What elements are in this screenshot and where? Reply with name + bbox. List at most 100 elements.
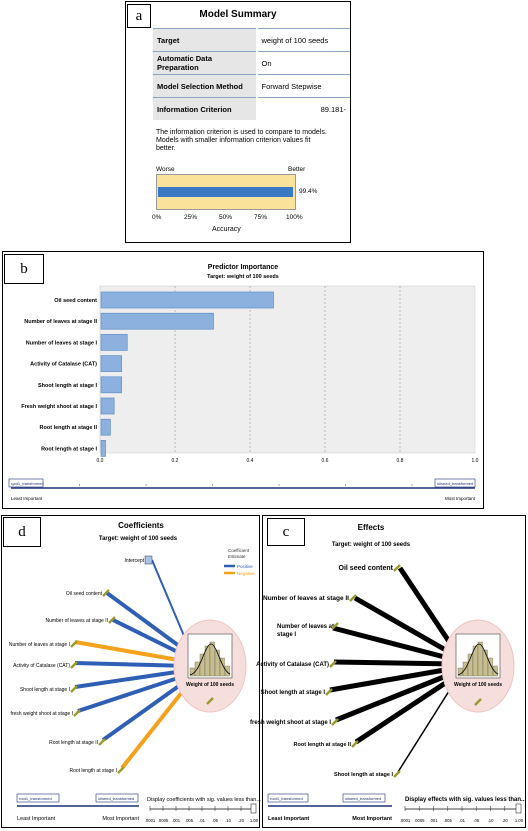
sig-tick-label: .001 [429,818,438,823]
histogram-bar [487,657,493,677]
slider-left-box: root1_transformed [11,481,44,486]
accuracy-axis-label: Accuracy [212,226,241,233]
sig-tick-label: .05 [473,818,479,823]
effect-link[interactable] [329,665,457,693]
edit-icon[interactable] [351,740,359,748]
sig-tick-label: .01 [199,818,205,823]
row-key: Automatic Data Preparation [153,51,258,75]
histogram-bar [199,653,205,677]
edit-icon[interactable] [108,616,116,624]
row-key: Target [153,28,258,52]
effect-link[interactable] [397,566,459,654]
legend-title-1: Coefficient [228,548,250,553]
importance-slider[interactable]: root1_transformed oilseed_transformed Le… [8,478,476,501]
slider-left-label: Least Important [268,816,309,822]
edit-icon[interactable] [393,564,401,572]
sig-tick-label: .0005 [414,818,425,823]
edit-icon[interactable] [474,698,482,706]
x-tick-label: 0.8 [397,458,404,464]
predictor-label: Shoot length at stage I [20,687,70,693]
edit-icon[interactable] [393,770,401,778]
category-label: Activity of Catalase (CAT) [30,362,97,368]
edit-icon[interactable] [73,709,81,717]
edit-icon[interactable] [70,685,78,693]
edit-icon[interactable] [329,660,337,668]
coefficient-link[interactable] [77,672,191,713]
row-value: 89.181- [256,97,350,120]
panel-label-a: a [127,4,151,28]
effect-link[interactable] [354,673,458,745]
coefficient-link[interactable] [74,668,191,689]
sig-tick-label: .20 [502,818,508,823]
model-summary-note: The information criterion is used to com… [156,129,327,152]
chart-subtitle: Target: weight of 100 seeds [99,536,178,542]
edit-icon[interactable] [331,622,339,630]
sig-slider-handle[interactable] [515,803,522,814]
predictor-label: Root length at stage II [49,740,98,746]
coefficient-link[interactable] [74,640,191,664]
edit-icon[interactable] [70,661,78,669]
edit-icon[interactable] [98,738,106,746]
accuracy-tick: 75% [254,214,268,221]
legend-label: Positive [237,564,253,569]
accuracy-tick: 0% [152,214,162,221]
histogram-bar [224,665,230,677]
category-label: Fresh weight shoot at stage I [21,404,97,410]
edit-icon[interactable] [117,766,125,774]
category-label: Shoot length at stage I [38,383,97,389]
effect-link[interactable] [353,595,458,659]
sig-tick-label: 1.00 [515,818,524,823]
table-row: Automatic Data Preparation On [153,51,350,75]
panel-label-b: b [4,254,44,284]
coefficient-link[interactable] [120,680,192,770]
bar [100,418,111,436]
effect-link[interactable] [333,659,457,667]
row-value: Forward Stepwise [256,74,350,98]
edit-icon[interactable] [70,640,78,648]
edit-icon[interactable] [102,589,110,597]
coefficient-link[interactable] [101,676,192,742]
panel-label-c: c [267,518,305,546]
effect-link[interactable] [332,625,457,663]
histogram-bar [467,653,473,677]
sig-tick-label: .0001 [400,818,411,823]
target-label: Weight of 100 seeds [454,682,502,688]
row-value: On [256,51,350,75]
legend-title-2: Estimate [228,554,246,559]
bar [100,355,122,372]
distribution-curve [189,643,231,676]
sig-tick-label: .20 [238,818,244,823]
chart-title: Effects [358,523,385,532]
bar [100,334,128,351]
bar [100,440,106,457]
x-tick-label: 0.6 [322,458,329,464]
histogram-bar [214,649,220,677]
category-label: Root length at stage II [40,425,98,431]
edit-icon[interactable] [325,688,333,696]
better-label: Better [288,166,306,173]
coefficient-link[interactable] [74,661,191,668]
effect-link[interactable] [335,669,457,723]
importance-slider[interactable]: root1_transformed oilseed_transformed Le… [16,793,139,822]
distribution-curve [457,643,499,676]
coefficient-link[interactable] [105,591,192,656]
category-label: Number of leaves at stage II [24,319,97,325]
intercept-icon[interactable] [144,555,153,565]
predictor-importance-chart: Predictor Importance Target: weight of 1… [8,264,479,501]
significance-slider[interactable]: .0001.0005.001.005.01.05.10.20 1.00 [400,803,524,823]
row-key: Information Criterion [153,97,258,120]
effect-link[interactable] [397,679,457,773]
sig-slider-handle[interactable] [250,803,257,814]
predictor-importance-panel: Predictor Importance Target: weight of 1… [2,251,484,509]
chart-subtitle: Target: weight of 100 seeds [207,274,279,280]
predictor-label: fresh weight shoot at stage I [250,720,331,726]
predictor-label: Intercept [125,558,145,564]
importance-slider[interactable]: root1_transformed oilseed_transformed Le… [267,793,392,822]
significance-slider[interactable]: .0001.0005.001.005.01.05.10.20 1.00 [145,803,259,823]
edit-icon[interactable] [349,594,357,602]
histogram-bar [492,665,498,677]
category-label: Number of leaves at stage I [26,340,98,346]
accuracy-tick: 50% [219,214,233,221]
edit-icon[interactable] [331,718,339,726]
edit-icon[interactable] [206,697,214,705]
